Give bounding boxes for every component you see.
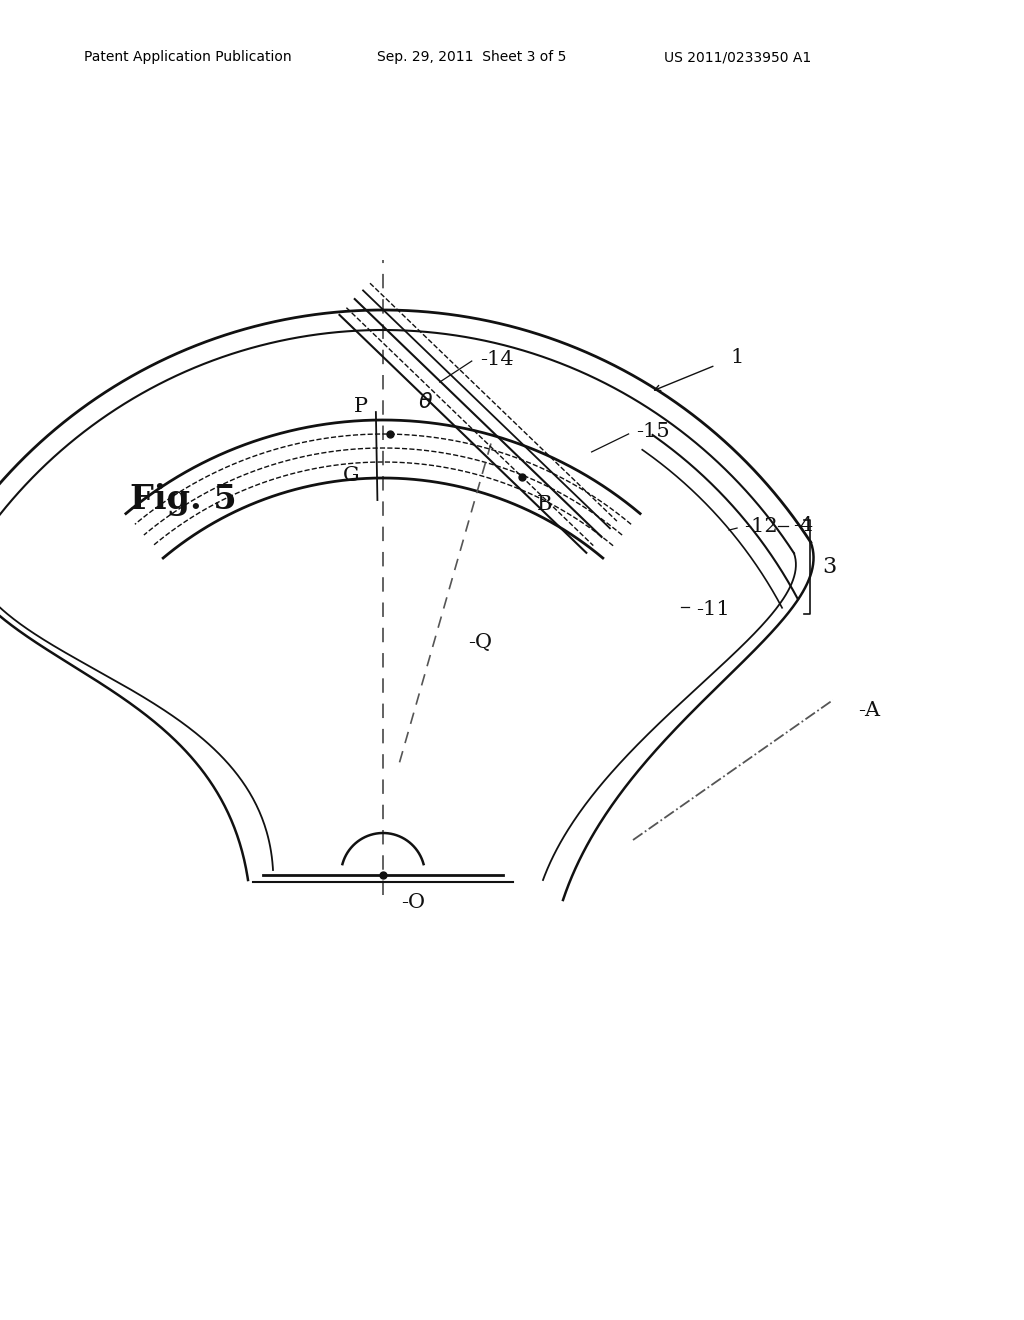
Text: -Q: -Q xyxy=(468,634,493,652)
Text: B: B xyxy=(537,495,552,515)
Text: -14: -14 xyxy=(479,350,513,368)
Text: 1: 1 xyxy=(730,347,743,367)
Text: -12: -12 xyxy=(744,516,777,536)
Text: P: P xyxy=(353,396,368,416)
Text: G: G xyxy=(343,466,359,484)
Text: 3: 3 xyxy=(822,556,837,578)
Text: -4: -4 xyxy=(794,516,814,535)
Text: US 2011/0233950 A1: US 2011/0233950 A1 xyxy=(664,50,811,65)
Text: -15: -15 xyxy=(637,422,671,441)
Text: Patent Application Publication: Patent Application Publication xyxy=(84,50,292,65)
Text: -A: -A xyxy=(858,701,880,719)
Text: Fig. 5: Fig. 5 xyxy=(130,483,237,516)
Text: -11: -11 xyxy=(696,599,730,619)
Text: $\theta$: $\theta$ xyxy=(418,391,433,413)
Text: -O: -O xyxy=(401,894,425,912)
Text: Sep. 29, 2011  Sheet 3 of 5: Sep. 29, 2011 Sheet 3 of 5 xyxy=(377,50,566,65)
